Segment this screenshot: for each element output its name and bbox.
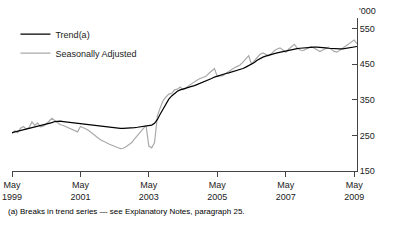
svg-text:May2009: May2009 (344, 180, 364, 202)
svg-text:150: 150 (360, 166, 375, 176)
svg-text:May1999: May1999 (2, 180, 22, 202)
svg-text:250: 250 (360, 131, 375, 141)
svg-text:May2007: May2007 (276, 180, 296, 202)
svg-text:Seasonally Adjusted: Seasonally Adjusted (55, 49, 136, 59)
svg-text:350: 350 (360, 95, 375, 105)
svg-text:(a) Breaks in trend series — s: (a) Breaks in trend series — see Explana… (8, 207, 245, 216)
svg-text:'000: '000 (359, 6, 376, 16)
svg-text:May2003: May2003 (139, 180, 159, 202)
svg-text:May2001: May2001 (70, 180, 90, 202)
svg-text:550: 550 (360, 24, 375, 34)
svg-text:Trend(a): Trend(a) (55, 30, 89, 40)
svg-text:450: 450 (360, 59, 375, 69)
svg-text:May2005: May2005 (207, 180, 227, 202)
